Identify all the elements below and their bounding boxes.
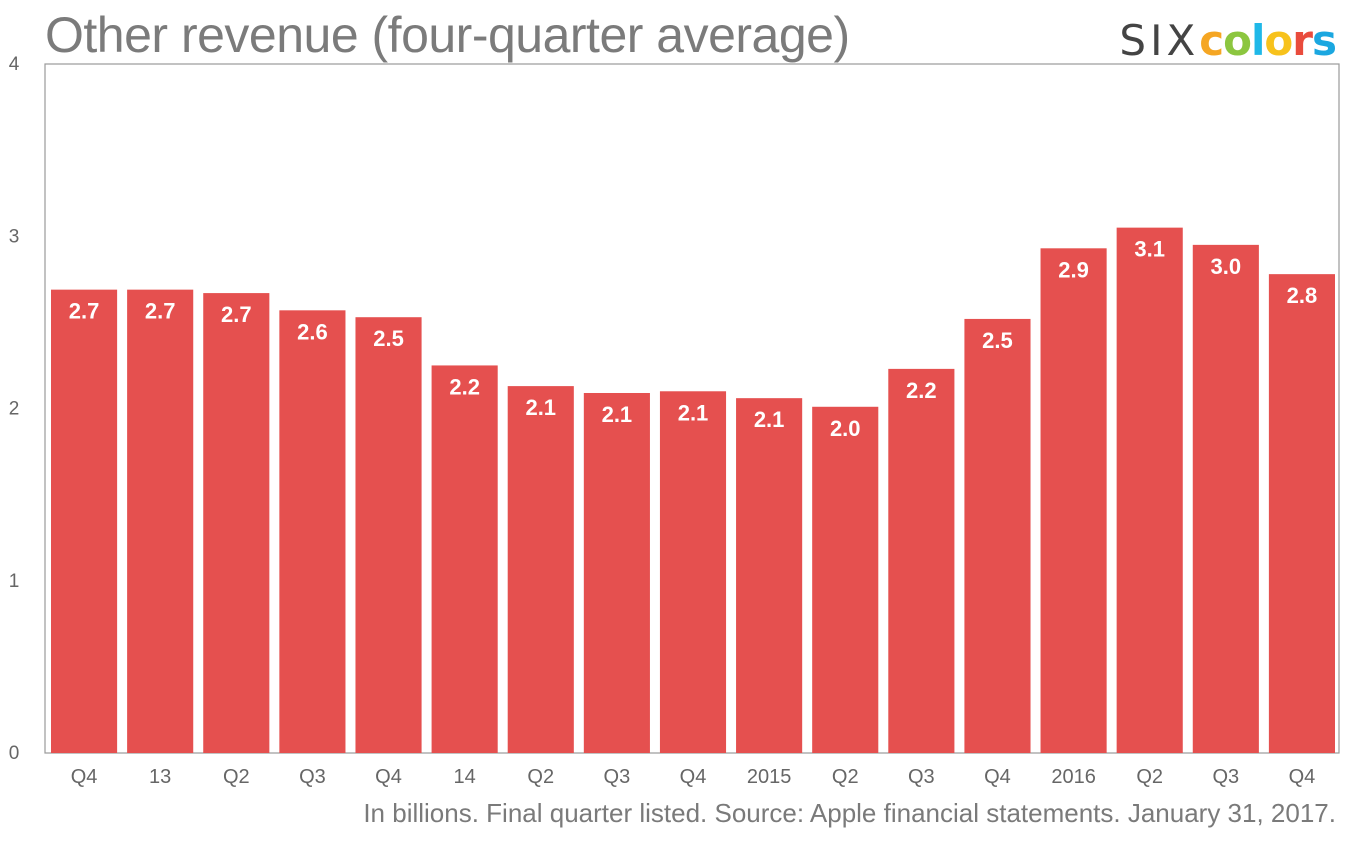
bar-value-label: 2.7 — [221, 302, 252, 327]
x-tick-label: Q2 — [1136, 766, 1163, 788]
bar-value-label: 3.0 — [1211, 254, 1242, 279]
bar-value-label: 2.9 — [1058, 257, 1089, 282]
x-tick-label: 2016 — [1051, 766, 1096, 788]
bar — [888, 368, 955, 753]
bar — [507, 386, 574, 753]
bar-value-label: 2.7 — [145, 299, 176, 324]
y-tick-label: 0 — [9, 743, 20, 764]
bar — [659, 391, 727, 753]
bar — [583, 392, 650, 753]
x-tick-label: Q3 — [604, 766, 631, 788]
x-tick-label: Q4 — [984, 766, 1011, 788]
bar — [1268, 274, 1335, 753]
bar-value-label: 2.1 — [525, 395, 556, 420]
bar-value-label: 2.1 — [678, 400, 709, 425]
bar — [1116, 227, 1183, 753]
logo-letter: o — [1223, 16, 1252, 65]
x-tick-label: Q4 — [680, 766, 707, 788]
chart-footnote: In billions. Final quarter listed. Sourc… — [363, 798, 1336, 828]
bar — [127, 289, 194, 753]
x-tick-label: Q4 — [1289, 766, 1316, 788]
chart-title: Other revenue (four-quarter average) — [45, 7, 850, 63]
bar — [51, 289, 118, 753]
bar-value-label: 2.7 — [69, 299, 100, 324]
logo-letter: o — [1264, 16, 1293, 65]
bar — [736, 398, 803, 753]
y-tick-label: 1 — [9, 571, 20, 592]
y-tick-label: 2 — [9, 399, 20, 420]
x-tick-label: Q2 — [527, 766, 554, 788]
bar — [1040, 248, 1107, 753]
x-tick-label: Q2 — [832, 766, 859, 788]
bar — [964, 318, 1031, 753]
bar-value-label: 2.0 — [830, 416, 861, 441]
x-tick-label: Q3 — [908, 766, 935, 788]
bar-value-label: 2.5 — [373, 326, 404, 351]
logo-six: SIX — [1119, 16, 1200, 65]
bar-value-label: 2.1 — [754, 407, 785, 432]
bar — [812, 406, 879, 753]
x-tick-label: 2015 — [747, 766, 792, 788]
x-tick-label: Q4 — [71, 766, 98, 788]
y-tick-label: 3 — [9, 226, 20, 247]
logo-letter: r — [1292, 16, 1313, 65]
bar-value-label: 2.6 — [297, 319, 328, 344]
x-tick-label: 14 — [454, 766, 476, 788]
x-tick-label: Q3 — [1212, 766, 1239, 788]
bar-value-label: 2.2 — [449, 374, 480, 399]
logo-letter: s — [1312, 16, 1337, 65]
x-tick-label: Q2 — [223, 766, 250, 788]
x-tick-label: Q3 — [299, 766, 326, 788]
bar — [203, 293, 270, 753]
logo-colors: colors — [1199, 16, 1337, 65]
y-tick-label: 4 — [9, 54, 20, 75]
bar — [355, 317, 422, 753]
bar-value-label: 2.1 — [602, 402, 633, 427]
bar — [1192, 244, 1259, 754]
bar-value-label: 2.8 — [1287, 283, 1318, 308]
bar-value-label: 3.1 — [1134, 237, 1165, 262]
bar-value-label: 2.2 — [906, 378, 937, 403]
bar — [279, 310, 346, 753]
x-tick-label: Q4 — [375, 766, 402, 788]
logo-letter: l — [1251, 16, 1265, 65]
bar — [431, 365, 498, 753]
sixcolors-logo: SIXcolors — [1119, 16, 1337, 65]
x-tick-label: 13 — [149, 766, 171, 788]
logo-letter: c — [1199, 16, 1224, 65]
bar-value-label: 2.5 — [982, 328, 1013, 353]
